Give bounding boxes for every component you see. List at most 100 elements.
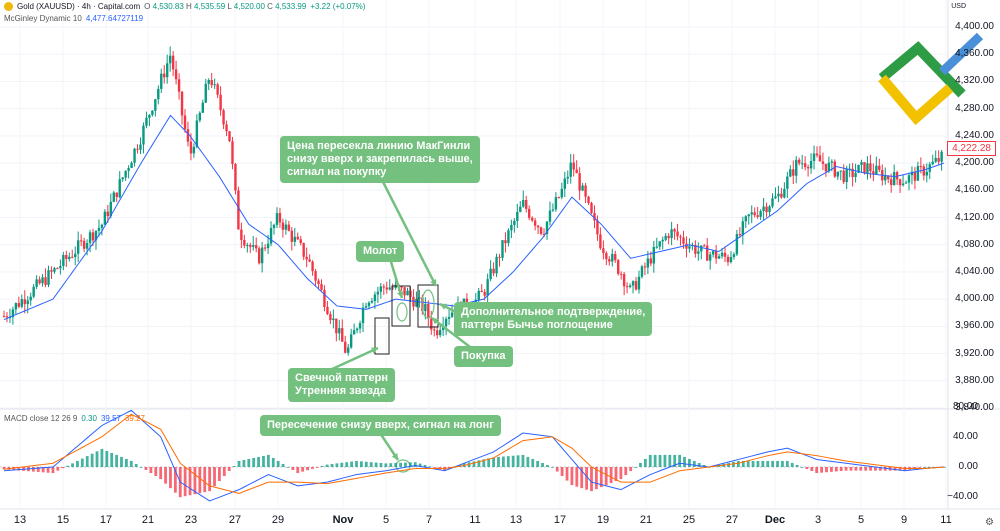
macd-histogram-bar [653, 454, 657, 467]
candle-body [904, 182, 908, 184]
candle-body [661, 239, 664, 242]
candle-body [907, 175, 911, 183]
candle-body [717, 256, 721, 259]
candle-body [163, 73, 166, 78]
candle-body [130, 162, 133, 169]
macd-histogram-bar [124, 458, 128, 467]
macd-histogram-bar [193, 467, 197, 495]
candle-body [545, 221, 549, 235]
candle-body [157, 88, 160, 100]
time-tick-label: Nov [332, 514, 354, 526]
macd-histogram-bar [683, 456, 686, 467]
price-tick-label: 4,360.00 [955, 48, 994, 60]
candle-body [198, 112, 202, 121]
arrow-head [440, 303, 447, 310]
candle-body [679, 236, 682, 238]
macd-histogram-bar [619, 467, 623, 480]
candle-body [272, 224, 276, 229]
settings-gear-icon[interactable]: ⚙ [985, 517, 994, 528]
macd-histogram-bar [511, 455, 515, 467]
macd-histogram-bar [271, 457, 275, 467]
candle-body [305, 256, 308, 260]
time-tick-label: 17 [553, 514, 567, 526]
indicator-legend[interactable]: McGinley Dynamic 10 4,477.64727119 [4, 14, 143, 23]
macd-histogram-bar [697, 462, 701, 467]
candle-body [269, 228, 273, 244]
macd-histogram-bar [394, 462, 398, 467]
macd-tick-label: 0.00 [958, 461, 978, 472]
candle-body [625, 286, 629, 288]
candle-body [388, 287, 391, 290]
candle-body [863, 162, 866, 174]
candle-body [29, 296, 32, 301]
candle-body [922, 166, 926, 176]
macd-histogram-bar [408, 462, 412, 467]
price-tick-label: 4,200.00 [955, 157, 994, 169]
macd-histogram-bar [604, 467, 608, 486]
macd-histogram-bar [820, 467, 824, 473]
price-tick-label: 3,840.00 [955, 402, 994, 413]
candle-body [762, 206, 765, 212]
macd-histogram-bar [550, 467, 554, 468]
candle-body [403, 287, 406, 296]
macd-histogram-bar [311, 467, 314, 469]
macd-histogram-bar [218, 467, 221, 482]
candle-body [20, 299, 24, 307]
morning-star-box [374, 317, 390, 355]
macd-histogram-bar [634, 467, 637, 468]
candle-body [201, 102, 205, 113]
candle-body [376, 291, 380, 295]
candle-body [444, 318, 448, 327]
candle-body [569, 162, 572, 177]
macd-histogram-bar [320, 465, 324, 467]
symbol-title[interactable]: Gold (XAUUSD) · 4h · Capital.com [17, 2, 141, 11]
candle-body [919, 166, 923, 168]
candle-body [878, 165, 881, 170]
candle-body [806, 167, 810, 169]
candle-body [563, 178, 566, 189]
macd-legend[interactable]: MACD close 12 26 9 0.30 39.57 39.27 [4, 414, 145, 423]
candle-body [216, 84, 219, 95]
candle-body [750, 212, 753, 215]
macd-histogram-bar [585, 467, 589, 490]
macd-histogram-bar [85, 456, 89, 467]
candle-body [703, 245, 706, 247]
candle-body [32, 286, 35, 297]
macd-histogram-bar [286, 467, 290, 468]
candle-body [219, 94, 222, 111]
candle-body [186, 129, 190, 142]
macd-histogram-bar [482, 459, 486, 467]
macd-histogram-bar [139, 467, 143, 468]
macd-histogram-bar [805, 467, 809, 470]
candle-body [136, 148, 139, 150]
candle-body [892, 172, 896, 186]
candle-body [527, 208, 531, 218]
note-morning-star: Свечной паттерн Утренняя звезда [288, 368, 395, 402]
candle-body [836, 171, 839, 177]
candle-body [311, 261, 314, 272]
macd-histogram-bar [536, 460, 540, 467]
macd-histogram-bar [66, 465, 70, 467]
macd-histogram-bar [389, 463, 393, 467]
candle-body [82, 240, 86, 249]
note-buy: Покупка [454, 346, 513, 367]
price-tick-label: 4,080.00 [955, 238, 994, 250]
macd-histogram-bar [546, 464, 549, 467]
candle-body [427, 303, 430, 319]
macd-histogram-bar [144, 467, 148, 471]
macd-histogram-bar [105, 450, 109, 467]
candle-body [596, 220, 599, 235]
macd-histogram-bar [173, 467, 177, 493]
macd-histogram-bar [2, 467, 6, 470]
macd-histogram-bar [673, 454, 677, 467]
macd-histogram-bar [232, 465, 236, 467]
ohlc-label: O [144, 2, 151, 11]
candle-body [622, 274, 626, 287]
macd-histogram-bar [766, 460, 770, 467]
candle-body [507, 230, 510, 244]
macd-histogram-bar [369, 462, 373, 467]
candle-body [608, 259, 611, 262]
candle-body [575, 169, 578, 174]
note-crossover: Цена пересекла линию МакГинли снизу ввер… [280, 136, 480, 183]
